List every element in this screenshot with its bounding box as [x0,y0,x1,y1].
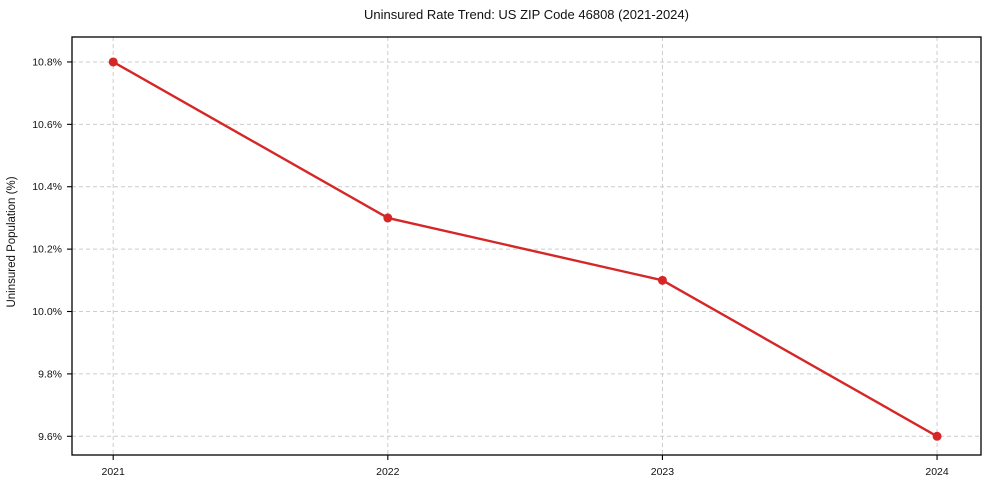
y-tick-label: 10.6% [32,119,62,131]
data-point [108,57,118,67]
y-tick-label: 10.8% [32,56,62,68]
x-tick-label: 2021 [102,466,126,478]
data-point [383,213,393,223]
plot-border [71,36,982,456]
data-point [932,431,942,441]
x-tick-label: 2023 [651,466,675,478]
y-tick-label: 10.2% [32,244,62,256]
y-tick-label: 9.6% [38,431,62,443]
y-tick-label: 10.4% [32,181,62,193]
data-point [657,275,667,285]
y-tick-label: 10.0% [32,306,62,318]
x-tick-label: 2022 [376,466,400,478]
y-tick-label: 9.8% [38,368,62,380]
x-tick-label: 2024 [925,466,949,478]
chart-title: Uninsured Rate Trend: US ZIP Code 46808 … [364,7,689,22]
trend-line [111,60,939,438]
